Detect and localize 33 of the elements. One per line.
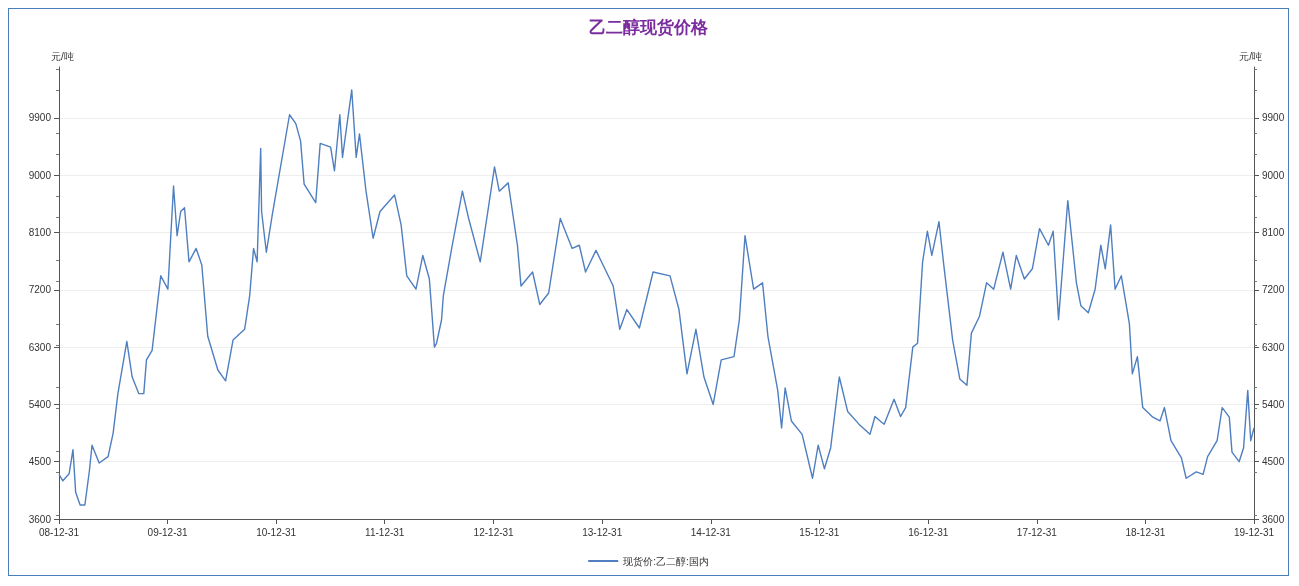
x-tick-label: 10-12-31 — [256, 526, 297, 538]
y2-tick-label: 7200 — [1262, 284, 1285, 296]
y-tick-label: 9900 — [28, 112, 52, 124]
y2-tick-label: 4500 — [1262, 456, 1285, 468]
y2-tick-label: 6300 — [1262, 341, 1285, 353]
y2-tick-label: 5400 — [1262, 398, 1285, 410]
y2-tick-label: 9000 — [1262, 169, 1285, 181]
y-tick-label: 9000 — [28, 169, 52, 181]
x-tick-label: 16-12-31 — [908, 526, 949, 538]
chart-title: 乙二醇现货价格 — [589, 16, 709, 37]
y2-axis-title: 元/吨 — [1239, 50, 1262, 62]
x-tick-label: 08-12-31 — [38, 526, 80, 538]
legend-label: 现货价:乙二醇:国内 — [623, 555, 709, 567]
y2-tick-label: 9900 — [1262, 112, 1285, 124]
x-tick-label: 19-12-31 — [1233, 526, 1275, 538]
x-tick-label: 13-12-31 — [582, 526, 623, 538]
y-tick-label: 8100 — [28, 227, 52, 239]
x-tick-label: 15-12-31 — [799, 526, 840, 538]
x-tick-label: 17-12-31 — [1016, 526, 1058, 538]
x-tick-label: 14-12-31 — [690, 526, 732, 538]
x-tick-label: 12-12-31 — [473, 526, 515, 538]
x-tick-label: 11-12-31 — [365, 526, 405, 538]
y-tick-label: 3600 — [28, 513, 52, 525]
x-tick-label: 09-12-31 — [147, 526, 189, 538]
x-tick-label: 18-12-31 — [1125, 526, 1166, 538]
y-tick-label: 5400 — [28, 398, 52, 410]
y-axis-title: 元/吨 — [51, 50, 74, 62]
line-series — [58, 89, 1255, 506]
y-tick-label: 6300 — [28, 341, 52, 353]
y2-tick-label: 8100 — [1262, 227, 1285, 239]
y-tick-label: 4500 — [28, 456, 52, 468]
y2-tick-label: 3600 — [1262, 513, 1285, 525]
y-tick-label: 7200 — [28, 284, 52, 296]
